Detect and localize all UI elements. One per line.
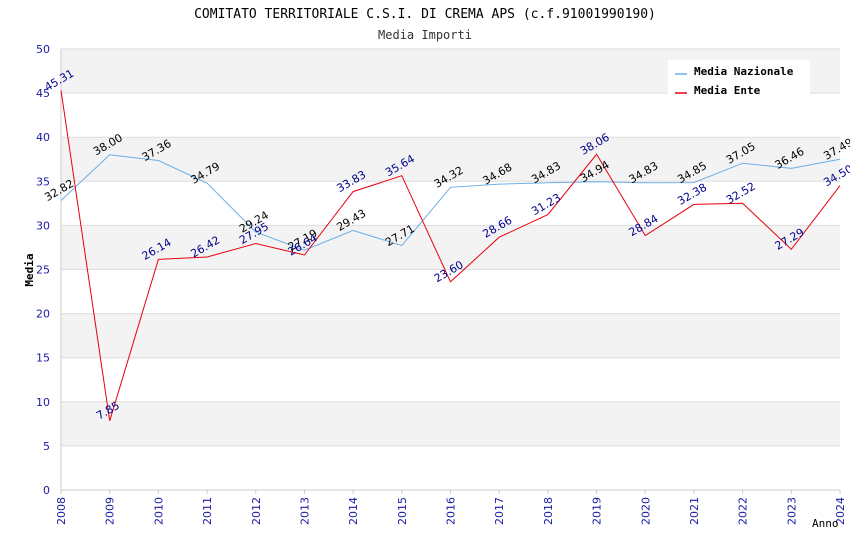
x-tick-label: 2021 <box>688 497 701 525</box>
legend: Media Nazionale Media Ente <box>668 60 810 98</box>
y-tick-label: 15 <box>36 352 50 365</box>
x-tick-label: 2015 <box>396 497 409 525</box>
y-tick-label: 25 <box>36 264 50 277</box>
x-tick-label: 2017 <box>493 497 506 525</box>
grid-band <box>61 357 840 402</box>
y-tick-label: 30 <box>36 219 50 232</box>
grid-band <box>61 313 840 358</box>
x-tick-label: 2016 <box>445 497 458 525</box>
grid-band <box>61 137 840 182</box>
x-tick-label: 2011 <box>201 497 214 525</box>
y-axis-ticks: 0 5 10 15 20 25 30 35 40 45 50 <box>36 43 50 497</box>
x-tick-label: 2014 <box>347 497 360 525</box>
grid-band <box>61 269 840 314</box>
series-lines <box>60 90 841 421</box>
x-tick-label: 2023 <box>785 497 798 525</box>
legend-label-media-ente: Media Ente <box>694 84 761 97</box>
x-tick-label: 2022 <box>737 497 750 525</box>
y-tick-label: 5 <box>43 440 50 453</box>
grid-bands <box>61 49 840 490</box>
y-tick-label: 10 <box>36 396 50 409</box>
grid-band <box>61 93 840 138</box>
x-axis-ticks: 2008 2009 2010 2011 2012 2013 2014 2015 2016 2017… <box>55 490 847 525</box>
chart-title: COMITATO TERRITORIALE C.S.I. DI CREMA AP… <box>194 7 656 22</box>
chart-subtitle: Media Importi <box>378 28 472 42</box>
y-tick-label: 20 <box>36 308 50 321</box>
series-line-media-nazionale <box>60 154 841 251</box>
grid-band <box>61 225 840 270</box>
x-tick-label: 2020 <box>639 497 652 525</box>
x-tick-label: 2018 <box>542 497 555 525</box>
x-tick-label: 2009 <box>104 497 117 525</box>
y-tick-label: 45 <box>36 87 50 100</box>
series-line-media-ente <box>60 90 841 421</box>
x-tick-label: 2008 <box>55 497 68 525</box>
x-tick-label: 2010 <box>152 497 165 525</box>
x-tick-label: 2019 <box>591 497 604 525</box>
grid-band <box>61 181 840 226</box>
x-tick-label: 2012 <box>250 497 263 525</box>
y-tick-label: 50 <box>36 43 50 56</box>
grid-band <box>61 401 840 446</box>
y-tick-label: 40 <box>36 131 50 144</box>
y-tick-label: 35 <box>36 175 50 188</box>
legend-label-media-nazionale: Media Nazionale <box>694 65 794 78</box>
legend-box <box>668 60 810 98</box>
x-tick-label: 2013 <box>298 497 311 525</box>
y-tick-label: 0 <box>43 484 50 497</box>
grid-band <box>61 445 840 490</box>
x-tick-label: 2024 <box>834 497 847 525</box>
y-axis-label: Media <box>23 253 36 286</box>
x-axis-label: Anno <box>812 517 839 530</box>
